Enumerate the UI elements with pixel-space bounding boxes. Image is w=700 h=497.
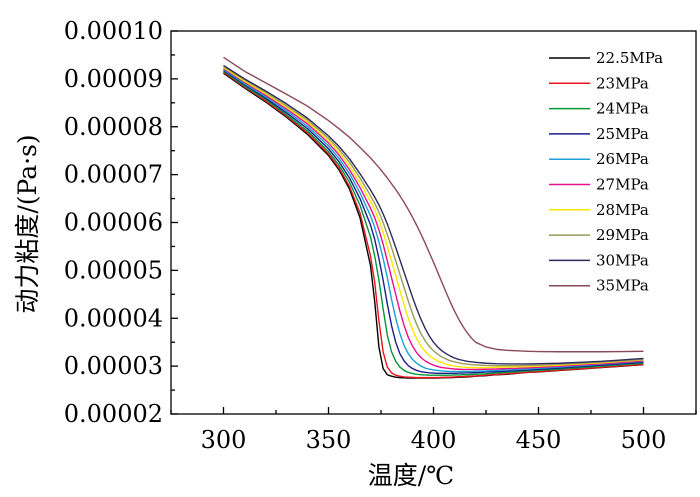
y-tick-label: 0.00009 (64, 65, 163, 93)
y-tick-label: 0.00003 (64, 352, 163, 380)
series-layer (223, 56, 644, 379)
y-tick-label: 0.00010 (64, 17, 163, 45)
y-axis: 0.00002 0.00003 0.00004 0.00005 0.00006 0.000… (64, 17, 178, 428)
x-tick-label: 450 (516, 426, 562, 454)
y-tick-label: 0.00002 (64, 400, 163, 428)
legend-label: 22.5MPa (596, 49, 663, 67)
x-tick-label: 500 (621, 426, 667, 454)
legend-label: 24MPa (596, 100, 649, 118)
y-tick-label: 0.00006 (64, 209, 163, 237)
legend: 22.5MPa 23MPa 24MPa 25MPa 26MPa 27MPa 28MPa 29M… (549, 49, 663, 295)
x-axis-title: 温度/℃ (368, 461, 454, 490)
series-line (223, 65, 644, 367)
series-line (223, 69, 644, 375)
series-line (223, 56, 644, 353)
series-line (223, 71, 644, 379)
series-line (223, 67, 644, 371)
series-line (223, 72, 644, 379)
y-tick-label: 0.00008 (64, 113, 163, 141)
series-line (223, 70, 644, 376)
legend-label: 35MPa (596, 277, 649, 295)
series-line (223, 68, 644, 373)
legend-label: 23MPa (596, 74, 649, 92)
y-tick-label: 0.00005 (64, 256, 163, 284)
x-tick-label: 400 (411, 426, 457, 454)
y-axis-title: 动力粘度/(Pa·s) (13, 134, 42, 313)
x-tick-label: 350 (306, 426, 352, 454)
series-line (223, 66, 644, 369)
y-tick-label: 0.00004 (64, 304, 163, 332)
legend-label: 30MPa (596, 251, 649, 269)
legend-label: 29MPa (596, 226, 649, 244)
legend-label: 28MPa (596, 201, 649, 219)
x-axis: 300 350 400 450 500 (170, 407, 697, 454)
legend-label: 25MPa (596, 125, 649, 143)
x-tick-label: 300 (201, 426, 247, 454)
legend-label: 26MPa (596, 150, 649, 168)
y-tick-label: 0.00007 (64, 161, 163, 189)
series-line (223, 64, 644, 365)
legend-label: 27MPa (596, 176, 649, 194)
